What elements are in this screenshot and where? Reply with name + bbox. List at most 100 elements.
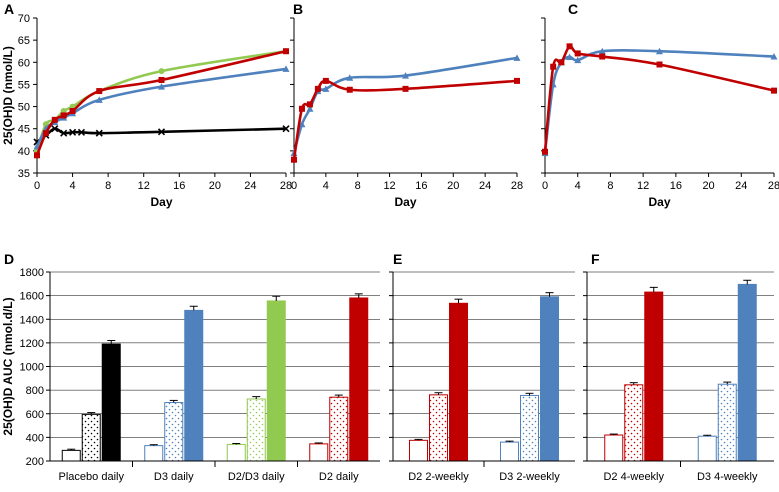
series-line (292, 79, 518, 160)
x-tick-label: 0 (34, 180, 40, 192)
bar (717, 383, 737, 462)
group-placebo-daily: Placebo daily (59, 340, 125, 483)
y-tick-label: 1600 (20, 291, 44, 303)
panel-a: A 0 4 8 12 16 20 24 28 35 40 45 50 55 60 65 70 Day 25(OH)D… (1, 1, 292, 209)
bar (697, 435, 717, 462)
x-tick-label: 12 (637, 180, 649, 192)
data-point (298, 105, 305, 112)
category-label: D2 daily (319, 471, 359, 483)
data-point (513, 54, 521, 61)
x-tick-label: 4 (70, 180, 76, 192)
data-point (34, 152, 40, 159)
series-line (35, 49, 287, 152)
bar (449, 302, 468, 462)
bar (309, 443, 329, 462)
data-point (656, 61, 663, 68)
category-label: D3 daily (154, 471, 194, 483)
x-tick-label: 12 (138, 180, 150, 192)
data-point (298, 120, 306, 128)
data-point (69, 128, 77, 136)
panel-label: E (393, 251, 402, 267)
x-tick-label: 20 (209, 180, 221, 192)
data-point (51, 116, 58, 123)
series-placebo (33, 125, 290, 146)
x-tick-label: 20 (702, 180, 714, 192)
y-tick-label: 50 (18, 102, 30, 114)
group-d3-2-weekly: D3 2-weekly (483, 292, 560, 483)
data-point (95, 129, 103, 137)
data-point (283, 48, 289, 55)
data-point (95, 96, 103, 103)
y-tick-label: 1000 (20, 362, 44, 374)
data-point (514, 77, 520, 84)
series-line (35, 49, 287, 156)
category-label: D2/D3 daily (228, 471, 285, 483)
x-tick-label: 28 (768, 180, 779, 192)
category-label: Placebo daily (59, 471, 125, 483)
data-point (60, 112, 67, 119)
panel-label: D (4, 251, 14, 267)
group-d2-2-weekly: D2 2-weekly (408, 298, 469, 483)
data-point (158, 68, 165, 75)
x-tick-label: 24 (244, 180, 256, 192)
data-point (158, 77, 165, 83)
x-tick-label: 16 (173, 180, 185, 192)
x-tick-label: 8 (105, 180, 111, 192)
bar (540, 296, 559, 462)
data-point (542, 148, 548, 155)
y-tick-label: 65 (18, 35, 30, 47)
y-tick-label: 600 (26, 409, 44, 421)
group-d2-daily: D2 daily (297, 293, 369, 483)
panel-f: F D2 4-weekly D3 4-weekly (583, 251, 774, 483)
data-point (51, 125, 59, 133)
data-point (558, 59, 565, 66)
data-point (599, 53, 606, 60)
data-point (598, 47, 606, 55)
category-label: D2 4-weekly (603, 471, 664, 483)
y-axis-label: 25(OH)D (nmol/L) (1, 46, 15, 145)
series-d2-2-weekly (291, 77, 520, 163)
y-tick-label: 35 (18, 168, 30, 180)
data-point (42, 130, 49, 137)
x-axis-label: Day (394, 195, 416, 209)
y-tick-label: 70 (18, 13, 30, 25)
bar (624, 384, 644, 462)
x-tick-label: 16 (670, 180, 682, 192)
series-d3-2-weekly (290, 54, 521, 157)
bar (644, 291, 664, 462)
panel-e: E D2 2-weekly D3 2-weekly (389, 251, 575, 483)
x-tick-label: 28 (511, 180, 523, 192)
group-d2-4-weekly: D2 4-weekly (603, 286, 665, 483)
series-d2-4-weekly (542, 43, 777, 155)
data-point (306, 105, 314, 112)
y-tick-label: 45 (18, 124, 30, 136)
series-d2-d3 (34, 48, 289, 154)
data-point (282, 65, 290, 72)
data-point (282, 125, 290, 133)
data-point (574, 50, 581, 57)
x-tick-label: 8 (607, 180, 613, 192)
y-tick-label: 60 (18, 57, 30, 69)
category-label: D2 2-weekly (408, 471, 469, 483)
panel-label: B (293, 1, 303, 17)
panel-label: A (4, 1, 14, 17)
y-tick-label: 200 (26, 456, 44, 468)
y-tick-label: 1200 (20, 338, 44, 350)
x-tick-label: 8 (355, 180, 361, 192)
data-point (346, 74, 354, 81)
bar (409, 439, 428, 462)
y-tick-label: 1800 (20, 267, 44, 279)
data-point (656, 47, 663, 55)
data-point (314, 85, 321, 92)
series-d2 (34, 48, 289, 159)
bar (737, 283, 757, 462)
data-point (566, 43, 573, 50)
group-d3-daily: D3 daily (132, 305, 204, 483)
bar (604, 434, 624, 462)
y-tick-label: 1400 (20, 314, 44, 326)
category-label: D3 4-weekly (697, 471, 758, 483)
data-point (346, 86, 353, 93)
bar (226, 443, 246, 462)
data-point (291, 156, 297, 163)
